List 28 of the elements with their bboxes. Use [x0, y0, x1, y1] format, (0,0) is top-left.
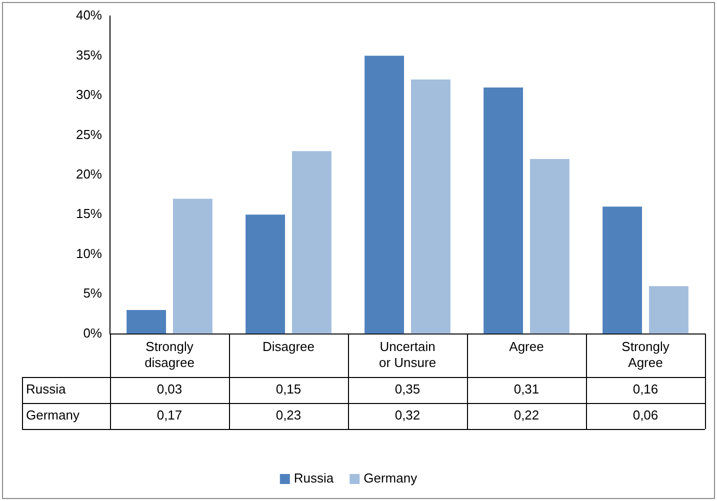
legend-label: Russia	[294, 470, 334, 486]
data-label: 0,23	[276, 408, 302, 423]
x-tick-label: Uncertain or Unsure	[378, 339, 436, 370]
y-tick-label: 25%	[76, 126, 102, 142]
text: Germany	[26, 408, 80, 423]
y-tick-label: 10%	[76, 246, 102, 261]
y-tick-label: 30%	[76, 87, 102, 102]
x-tick-label: Agree	[509, 339, 544, 354]
x-tick-label: Strongly Agree	[622, 339, 670, 370]
y-tick-label: 5%	[83, 286, 102, 301]
data-label: 0,06	[632, 408, 658, 423]
x-tick-label: Disagree	[262, 339, 315, 354]
legend-label: Germany	[364, 470, 418, 486]
y-tick-label: 35%	[76, 47, 102, 62]
data-label: 0,16	[632, 382, 658, 397]
data-label: 0,03	[156, 382, 182, 397]
data-label: 0,32	[394, 408, 420, 423]
data-label: 0,15	[276, 382, 302, 397]
x-tick-label: Strongly disagree	[144, 339, 194, 370]
y-tick-label: 0%	[83, 325, 102, 340]
data-label: 0,35	[394, 382, 420, 397]
data-label: 0,31	[514, 382, 540, 397]
y-tick-label: 20%	[76, 166, 102, 182]
text: Russia	[26, 382, 66, 397]
data-label: 0,22	[514, 408, 540, 423]
y-tick-label: 15%	[76, 206, 102, 222]
y-tick-label: 40%	[76, 8, 102, 23]
data-label: 0,17	[156, 408, 182, 423]
